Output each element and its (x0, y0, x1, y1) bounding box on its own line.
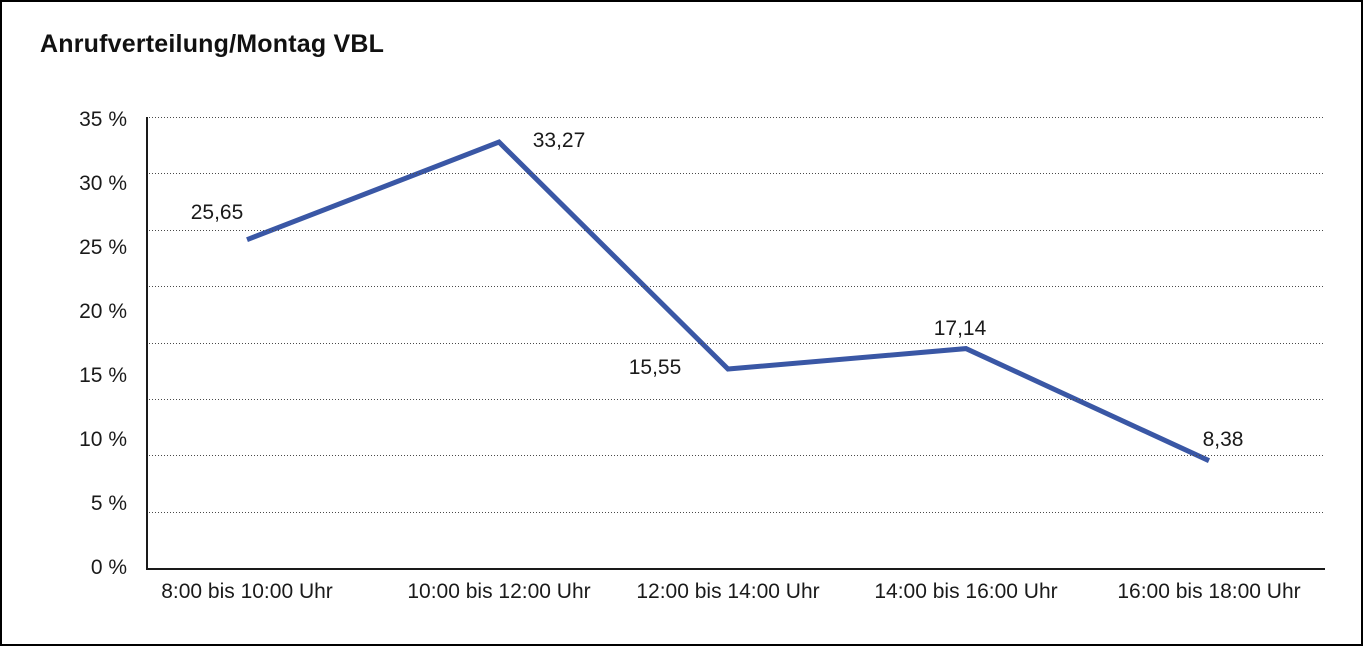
chart-title: Anrufverteilung/Montag VBL (40, 30, 385, 58)
x-tick-label: 10:00 bis 12:00 Uhr (407, 580, 591, 603)
y-tick-label: 10 % (79, 428, 127, 451)
y-tick-label: 0 % (90, 556, 127, 579)
y-tick-label: 5 % (90, 492, 127, 515)
y-tick-label: 15 % (79, 364, 127, 387)
data-point-label: 15,55 (628, 356, 682, 379)
x-tick-label: 12:00 bis 14:00 Uhr (636, 580, 820, 603)
data-point-label: 25,65 (190, 201, 244, 224)
y-tick-label: 20 % (79, 300, 127, 323)
gridline (146, 173, 1325, 174)
x-tick-label: 8:00 bis 10:00 Uhr (161, 580, 333, 603)
x-axis-line (146, 568, 1325, 570)
y-tick-label: 35 % (79, 108, 127, 131)
data-line (246, 139, 1211, 463)
data-point-label: 33,27 (532, 129, 586, 152)
gridline (146, 343, 1325, 344)
x-tick-label: 16:00 bis 18:00 Uhr (1117, 580, 1301, 603)
y-axis-line (146, 117, 148, 570)
y-tick-label: 30 % (79, 172, 127, 195)
y-tick-label: 25 % (79, 236, 127, 259)
data-point-label: 8,38 (1202, 428, 1244, 451)
gridline (146, 230, 1325, 231)
gridline (146, 399, 1325, 400)
x-tick-label: 14:00 bis 16:00 Uhr (874, 580, 1058, 603)
gridline (146, 117, 1325, 118)
gridline (146, 512, 1325, 513)
gridline (146, 286, 1325, 287)
data-point-label: 17,14 (933, 317, 987, 340)
gridline (146, 455, 1325, 456)
